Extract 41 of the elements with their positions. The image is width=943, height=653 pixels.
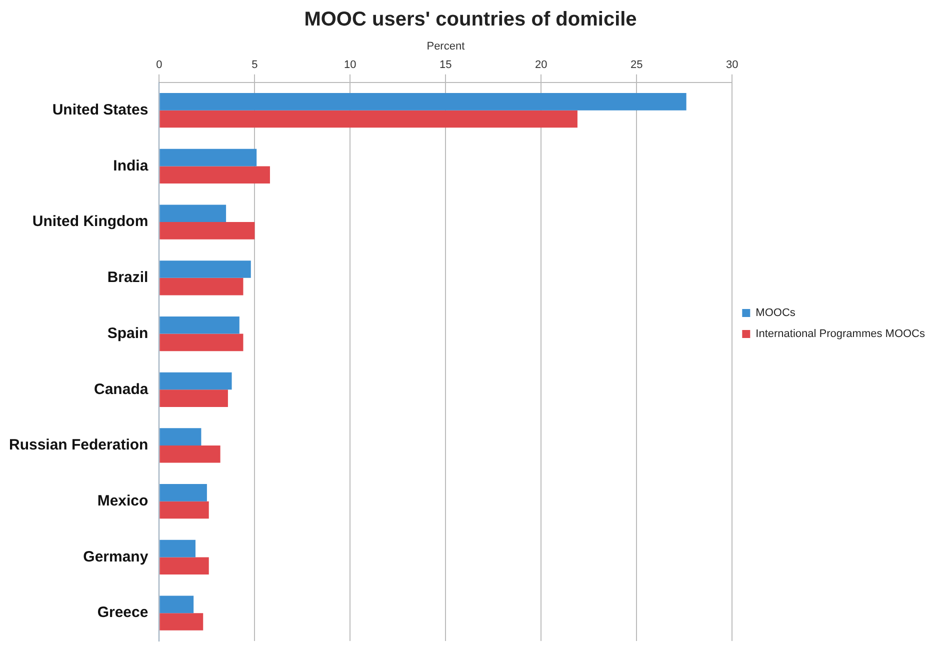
x-tick-label: 10 (344, 58, 356, 71)
bar (160, 390, 228, 407)
x-tick-label: 30 (726, 58, 738, 71)
bar (160, 278, 244, 296)
bar (160, 557, 209, 575)
y-tick-label: Canada (94, 380, 149, 398)
y-tick-label: Mexico (97, 492, 148, 510)
bar (160, 445, 220, 463)
chart-title: MOOC users' countries of domicile (304, 8, 637, 31)
bar (160, 166, 270, 184)
bar (160, 501, 209, 519)
x-tick-label: 5 (252, 58, 258, 71)
bar (160, 484, 207, 502)
y-tick-label: Greece (97, 604, 148, 622)
y-tick-label: Russian Federation (8, 436, 148, 454)
bar (160, 110, 578, 128)
legend-label: International Programmes MOOCs (756, 328, 926, 340)
bar (160, 372, 232, 390)
y-tick-label: Germany (83, 548, 149, 566)
y-tick-label: Spain (107, 324, 148, 342)
bar (160, 148, 257, 166)
bar (160, 613, 204, 630)
bar (160, 316, 240, 334)
x-tick-label: 25 (630, 58, 643, 71)
bar (160, 204, 226, 222)
bar (160, 428, 202, 446)
y-tick-label: India (113, 157, 149, 174)
bar (160, 596, 194, 614)
legend-label: MOOCs (756, 307, 796, 320)
x-tick-label: 15 (440, 58, 452, 71)
bar (160, 93, 686, 110)
x-tick-label: 20 (535, 58, 548, 71)
bar (160, 260, 251, 278)
bar (160, 540, 196, 558)
x-tick-label: 0 (156, 58, 162, 71)
x-axis-title: Percent (426, 40, 465, 53)
y-tick-label: United States (52, 101, 148, 118)
y-tick-label: Brazil (107, 269, 148, 286)
bar (160, 334, 244, 352)
bar (160, 222, 255, 240)
y-tick-label: United Kingdom (32, 213, 148, 230)
